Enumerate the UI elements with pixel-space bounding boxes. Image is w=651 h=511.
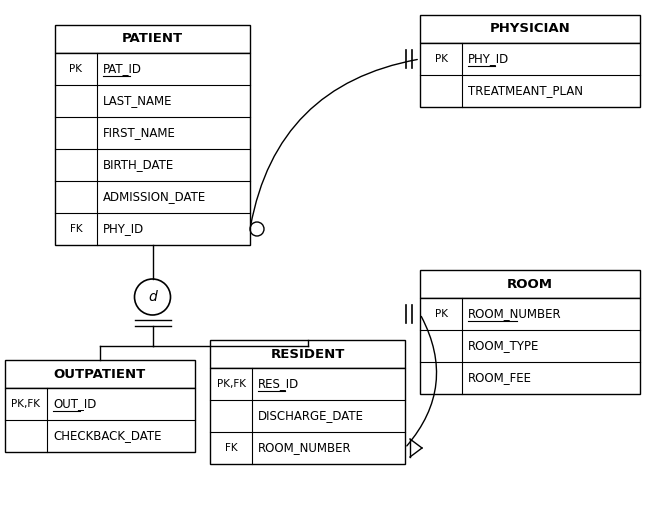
Bar: [210, 368, 405, 464]
Bar: [5, 388, 195, 452]
FancyArrowPatch shape: [407, 316, 437, 446]
Text: RES_ID: RES_ID: [258, 378, 299, 390]
Bar: [420, 43, 640, 107]
Text: PAT_ID: PAT_ID: [103, 62, 142, 76]
Text: PHY_ID: PHY_ID: [103, 222, 145, 236]
Bar: [5, 360, 195, 388]
Text: d: d: [148, 290, 157, 304]
Text: PK,FK: PK,FK: [12, 399, 40, 409]
Text: ROOM_NUMBER: ROOM_NUMBER: [258, 442, 352, 454]
Text: ROOM_NUMBER: ROOM_NUMBER: [468, 308, 562, 320]
Text: PHYSICIAN: PHYSICIAN: [490, 22, 570, 35]
Text: OUT_ID: OUT_ID: [53, 398, 96, 410]
Text: ROOM_FEE: ROOM_FEE: [468, 371, 532, 384]
Text: ROOM_TYPE: ROOM_TYPE: [468, 339, 540, 353]
Bar: [420, 270, 640, 298]
Text: RESIDENT: RESIDENT: [270, 347, 344, 360]
Text: PK: PK: [70, 64, 83, 74]
Text: PK,FK: PK,FK: [217, 379, 245, 389]
Text: OUTPATIENT: OUTPATIENT: [54, 367, 146, 381]
Text: FK: FK: [225, 443, 238, 453]
Text: ROOM: ROOM: [507, 277, 553, 290]
Text: ADMISSION_DATE: ADMISSION_DATE: [103, 191, 206, 203]
FancyArrowPatch shape: [251, 59, 417, 226]
Text: PK: PK: [434, 54, 447, 64]
Bar: [55, 53, 250, 245]
Bar: [420, 15, 640, 43]
Bar: [210, 340, 405, 368]
Text: TREATMEANT_PLAN: TREATMEANT_PLAN: [468, 84, 583, 98]
Text: FIRST_NAME: FIRST_NAME: [103, 127, 176, 140]
Bar: [420, 298, 640, 394]
Bar: [55, 25, 250, 53]
Text: PATIENT: PATIENT: [122, 33, 183, 45]
Text: PHY_ID: PHY_ID: [468, 53, 509, 65]
Text: FK: FK: [70, 224, 82, 234]
Text: LAST_NAME: LAST_NAME: [103, 95, 173, 107]
Text: PK: PK: [434, 309, 447, 319]
Text: BIRTH_DATE: BIRTH_DATE: [103, 158, 174, 172]
Text: DISCHARGE_DATE: DISCHARGE_DATE: [258, 409, 364, 423]
Text: CHECKBACK_DATE: CHECKBACK_DATE: [53, 430, 161, 443]
